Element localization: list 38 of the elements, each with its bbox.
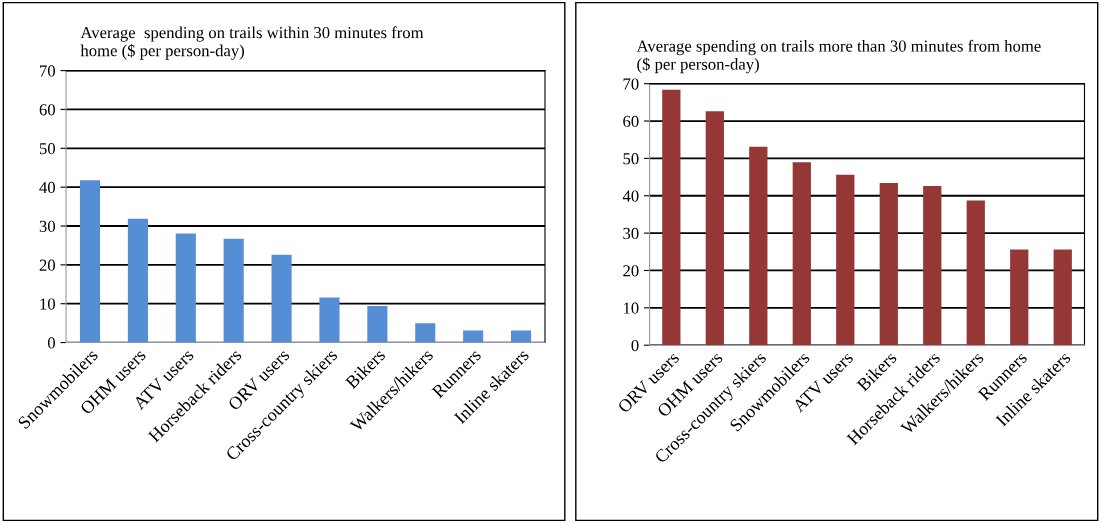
- chart-title: Average spending on trails more than 30 minutes from home ($ per person-day): [636, 39, 1041, 74]
- y-tick-label: 0: [631, 339, 639, 352]
- bar: [223, 238, 244, 343]
- y-tick-label: 40: [39, 181, 56, 194]
- bar: [923, 186, 942, 346]
- bar: [966, 200, 985, 346]
- bar: [792, 162, 811, 346]
- bar: [175, 233, 196, 343]
- y-tick-label: 10: [40, 298, 56, 310]
- y-tick-label: 10: [623, 302, 639, 314]
- y-tick-label: 40: [622, 190, 639, 202]
- bar: [836, 174, 855, 346]
- bar: [879, 183, 898, 346]
- y-tick-label: 50: [623, 153, 639, 165]
- bar: [127, 218, 148, 343]
- bar: [662, 89, 681, 346]
- y-tick-label: 70: [623, 78, 639, 90]
- bar: [510, 330, 532, 343]
- y-tick-label: 50: [39, 143, 56, 155]
- bar: [271, 254, 292, 343]
- y-tick-label: 20: [39, 259, 56, 271]
- bar: [319, 297, 340, 343]
- chart-title: Average spending on trails within 30 minutes from home ($ per person-day): [80, 26, 424, 60]
- y-tick-label: 30: [623, 227, 639, 240]
- bar: [705, 111, 724, 346]
- bar: [79, 180, 101, 343]
- bar: [1010, 249, 1029, 346]
- bar: [415, 323, 436, 343]
- y-tick-label: 70: [40, 65, 56, 77]
- y-tick-label: 20: [623, 265, 639, 277]
- y-tick-label: 0: [47, 337, 56, 349]
- bar: [749, 146, 768, 346]
- y-tick-label: 60: [623, 115, 639, 127]
- y-tick-label: 30: [39, 220, 56, 232]
- bar: [367, 306, 388, 343]
- bar: [463, 330, 484, 343]
- y-tick-label: 60: [39, 104, 56, 116]
- bar: [1053, 249, 1072, 346]
